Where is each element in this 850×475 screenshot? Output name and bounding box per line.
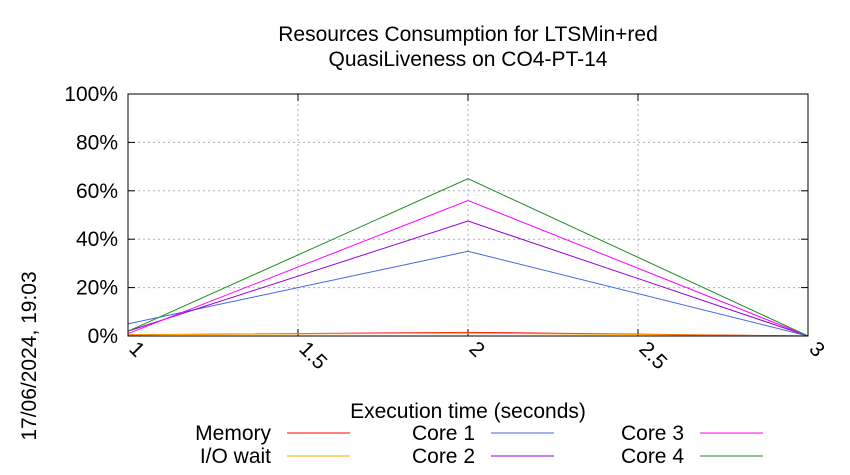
legend-label-core-2: Core 2 xyxy=(412,445,475,468)
timestamp-label: 17/06/2024, 19:03 xyxy=(18,271,41,440)
series-line-core-3 xyxy=(127,199,809,337)
series-line-core-4 xyxy=(127,178,809,337)
x-tick-label: 3 xyxy=(804,337,829,362)
y-axis-ticks: 0% 20% 40% 60% 80% 100% xyxy=(64,83,808,348)
series-line-i-o-wait xyxy=(127,332,809,337)
x-tick-label: 2.5 xyxy=(634,337,671,374)
series-line-core-1 xyxy=(127,250,809,337)
legend-label-core-1: Core 1 xyxy=(412,422,475,445)
y-tick-label: 40% xyxy=(76,228,118,251)
y-tick-label: 20% xyxy=(76,277,118,300)
legend-label-core-4: Core 4 xyxy=(621,445,684,468)
chart-title: Resources Consumption for LTSMin+red xyxy=(278,23,658,46)
legend-label-memory: Memory xyxy=(195,422,271,445)
y-tick-label: 60% xyxy=(76,180,118,203)
series-lines xyxy=(127,178,809,337)
x-tick-label: 2 xyxy=(464,337,489,362)
x-tick-label: 1 xyxy=(124,337,149,362)
chart-subtitle: QuasiLiveness on CO4-PT-14 xyxy=(329,48,608,71)
series-line-core-2 xyxy=(127,220,809,337)
grid xyxy=(128,94,808,336)
legend-label-i-o-wait: I/O wait xyxy=(200,445,271,468)
x-tick-label: 1.5 xyxy=(294,337,331,374)
plot-frame xyxy=(127,93,809,337)
y-tick-label: 80% xyxy=(76,131,118,154)
y-tick-label: 0% xyxy=(88,325,118,348)
x-axis-label: Execution time (seconds) xyxy=(350,400,586,423)
legend-label-core-3: Core 3 xyxy=(621,422,684,445)
y-tick-label: 100% xyxy=(64,83,118,106)
